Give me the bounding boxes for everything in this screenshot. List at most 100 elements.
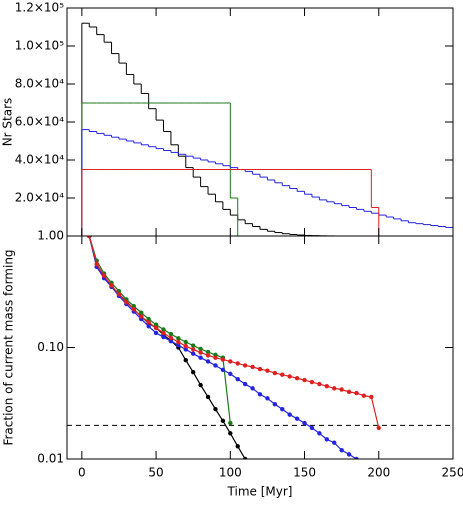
data-point bbox=[324, 437, 330, 442]
data-point bbox=[183, 339, 188, 345]
data-point bbox=[205, 394, 211, 400]
data-point bbox=[250, 364, 255, 370]
y-tick-label: 2.0×10⁴ bbox=[15, 191, 64, 205]
data-point bbox=[265, 396, 270, 401]
data-point bbox=[213, 406, 218, 412]
data-point bbox=[183, 357, 188, 363]
data-point bbox=[242, 381, 248, 387]
data-point bbox=[139, 314, 144, 319]
x-tick-label: 0 bbox=[78, 466, 86, 480]
data-point bbox=[235, 444, 240, 449]
data-point bbox=[87, 236, 92, 239]
data-point bbox=[205, 353, 211, 358]
data-point bbox=[257, 366, 263, 372]
data-point bbox=[183, 343, 188, 349]
data-point bbox=[332, 440, 337, 445]
data-point bbox=[228, 371, 233, 377]
data-point bbox=[228, 359, 233, 364]
data-point bbox=[183, 347, 188, 352]
data-point bbox=[280, 372, 285, 377]
data-point bbox=[376, 425, 381, 431]
data-point bbox=[287, 374, 292, 379]
data-point bbox=[168, 335, 174, 341]
data-point bbox=[146, 316, 151, 322]
y-tick-label: 4.0×10⁴ bbox=[15, 153, 64, 167]
data-point bbox=[235, 376, 240, 382]
data-point bbox=[369, 394, 374, 400]
data-point bbox=[213, 363, 218, 368]
data-point bbox=[213, 355, 218, 360]
data-point bbox=[324, 383, 330, 389]
y-axis-label: Fraction of current mass forming bbox=[2, 249, 16, 445]
data-point bbox=[198, 350, 203, 355]
data-point bbox=[354, 390, 359, 396]
data-point bbox=[242, 456, 248, 459]
data-point bbox=[346, 389, 352, 395]
data-point bbox=[265, 368, 270, 373]
data-point bbox=[109, 283, 114, 288]
data-point bbox=[228, 420, 233, 426]
data-point bbox=[272, 402, 278, 407]
x-axis-label: Time [Myr] bbox=[227, 485, 293, 499]
data-point bbox=[168, 331, 174, 337]
data-point bbox=[190, 347, 196, 352]
data-point bbox=[153, 325, 159, 331]
data-point bbox=[161, 330, 166, 336]
data-point bbox=[176, 336, 181, 341]
series-line bbox=[88, 236, 231, 424]
plot-area bbox=[67, 236, 453, 459]
data-point bbox=[280, 406, 285, 412]
data-point bbox=[339, 387, 344, 392]
data-point bbox=[302, 377, 307, 383]
data-point bbox=[235, 361, 240, 366]
data-point bbox=[294, 376, 300, 381]
data-point bbox=[176, 339, 181, 345]
data-point bbox=[205, 349, 211, 355]
data-point bbox=[190, 351, 196, 356]
y-axis-label: Nr Stars bbox=[1, 98, 15, 147]
y-tick-label: 6.0×10⁴ bbox=[15, 115, 64, 129]
data-point bbox=[161, 334, 166, 340]
y-tick-label: 0.10 bbox=[37, 340, 64, 354]
data-point bbox=[317, 381, 322, 387]
data-point bbox=[190, 370, 196, 375]
data-point bbox=[101, 273, 107, 278]
data-point bbox=[309, 379, 315, 385]
data-point bbox=[146, 320, 151, 325]
data-point bbox=[361, 393, 367, 398]
data-point bbox=[146, 324, 151, 329]
data-point bbox=[131, 307, 137, 312]
data-point bbox=[94, 261, 99, 267]
data-point bbox=[198, 382, 203, 388]
data-point bbox=[339, 447, 344, 453]
data-point bbox=[220, 418, 226, 424]
data-point bbox=[242, 363, 248, 368]
data-point bbox=[190, 343, 196, 348]
y-tick-label: 0.01 bbox=[37, 452, 64, 466]
data-point bbox=[205, 359, 211, 364]
data-point bbox=[139, 310, 144, 315]
data-point bbox=[257, 392, 263, 397]
plot-area bbox=[81, 22, 453, 236]
data-point bbox=[317, 431, 322, 436]
data-point bbox=[124, 299, 129, 305]
data-point bbox=[272, 370, 278, 376]
y-tick-label: 8.0×10⁴ bbox=[15, 77, 64, 91]
data-point bbox=[161, 327, 166, 332]
data-point bbox=[176, 342, 181, 348]
data-point bbox=[346, 452, 352, 457]
data-point bbox=[198, 355, 203, 360]
axes-frame bbox=[66, 7, 454, 237]
data-point bbox=[228, 431, 233, 436]
data-point bbox=[131, 303, 137, 309]
data-point bbox=[168, 338, 174, 344]
data-point bbox=[250, 386, 255, 391]
data-point bbox=[302, 420, 307, 426]
data-point bbox=[153, 330, 159, 336]
data-point bbox=[220, 367, 226, 373]
y-tick-label: 1.2×10⁵ bbox=[15, 1, 64, 15]
data-point bbox=[198, 346, 203, 352]
data-point bbox=[309, 425, 315, 431]
data-point bbox=[294, 416, 300, 421]
